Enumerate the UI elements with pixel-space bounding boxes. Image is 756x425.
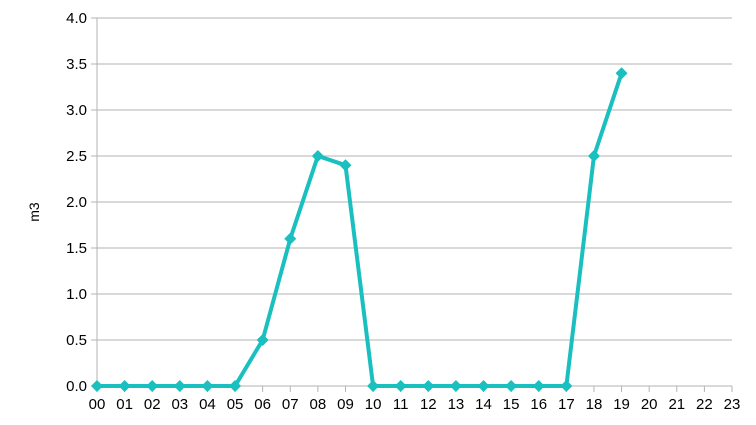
x-tick-label: 08 [310,396,327,413]
data-point-marker [449,380,462,392]
axes [91,17,733,392]
x-tick-label: 06 [254,396,271,413]
data-point-marker [422,380,435,392]
data-point-marker [256,334,269,346]
gridlines [97,17,732,341]
x-tick-label: 18 [586,396,603,413]
y-tick-label: 1.5 [66,240,87,257]
data-point-marker [146,380,159,392]
x-tick-label: 03 [171,396,188,413]
data-point-marker [173,380,186,392]
x-tick-label: 23 [724,396,741,413]
data-point-marker [394,380,407,392]
x-tick-label: 21 [668,396,685,413]
data-point-marker [477,380,490,392]
series-line [95,71,624,388]
data-point-marker [615,67,628,80]
x-tick-label: 09 [337,396,354,413]
data-point-marker [284,232,297,245]
x-tick-label: 02 [144,396,161,413]
x-tick-label: 11 [393,396,409,413]
x-tick-label: 04 [199,396,216,413]
data-point-marker [118,380,131,392]
data-point-marker [367,380,380,392]
data-point-marker [505,380,518,392]
y-tick-label: 2.5 [66,148,87,165]
series-group [91,67,628,392]
y-tick-labels: 0.0 0.5 1.0 1.5 2.0 2.5 3.0 3.5 4.0 [66,10,87,395]
x-tick-label: 16 [530,396,547,413]
x-tick-label: 05 [227,396,244,413]
x-tick-label: 13 [448,396,465,413]
data-point-marker [532,380,545,392]
y-tick-label: 3.5 [66,56,87,73]
x-tick-label: 12 [420,396,437,413]
data-point-marker [560,380,573,392]
data-point-marker [229,380,242,392]
data-point-marker [201,380,214,392]
x-tick-label: 22 [696,396,713,413]
data-point-marker [339,159,352,172]
y-tick-label: 0.0 [66,378,87,395]
y-tick-label: 1.0 [66,286,87,303]
x-tick-label: 20 [641,396,658,413]
x-tick-label: 14 [475,396,492,413]
x-tick-label: 07 [282,396,299,413]
y-tick-label: 3.0 [66,102,87,119]
y-tick-label: 4.0 [66,10,87,27]
data-point-marker [91,380,103,392]
x-tick-label: 01 [116,396,133,413]
x-tick-label: 00 [89,396,106,413]
x-tick-label: 15 [503,396,520,413]
data-point-marker [311,150,324,162]
x-tick-label: 17 [558,396,575,413]
x-tick-label: 10 [365,396,382,413]
x-tick-label: 19 [613,396,630,413]
y-tick-label: 2.0 [66,194,87,211]
data-point-marker [587,150,600,162]
y-tick-label: 0.5 [66,332,87,349]
x-tick-labels: 00 01 02 03 04 05 06 07 08 09 10 11 12 13 14 15 16 17 18 19… [89,396,741,413]
y-axis-label: m3 [26,202,42,222]
